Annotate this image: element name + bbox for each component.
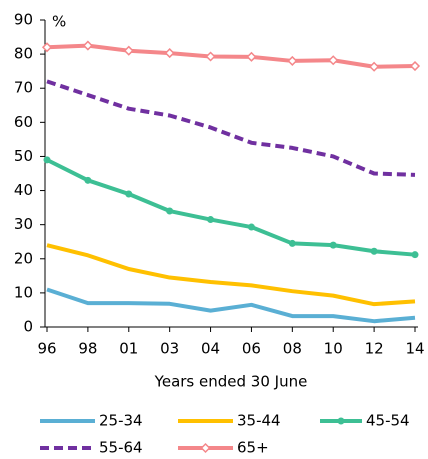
y-tick-label: 30 — [14, 215, 33, 233]
y-tick-label: 90 — [14, 11, 33, 29]
y-tick-label: 10 — [14, 283, 33, 301]
series-line — [46, 43, 416, 69]
x-tick-label: 06 — [242, 340, 261, 358]
x-tick-label: 03 — [160, 340, 179, 358]
y-tick-label: 40 — [14, 181, 33, 199]
data-point — [409, 60, 421, 72]
data-point — [247, 223, 255, 231]
data-point — [200, 442, 211, 454]
data-point — [287, 55, 298, 66]
legend-label: 35-44 — [237, 412, 281, 430]
legend-label: 45-54 — [366, 412, 410, 430]
y-tick-label: 50 — [14, 147, 33, 165]
data-point — [288, 239, 296, 247]
y-tick-label: 20 — [14, 249, 33, 267]
y-tick-label: 0 — [23, 318, 33, 336]
data-point — [123, 45, 134, 56]
x-tick-label: 01 — [119, 340, 138, 358]
data-point — [328, 55, 339, 66]
series-line — [46, 158, 416, 257]
y-tick-label: 80 — [14, 45, 33, 63]
y-tick-label: 70 — [14, 79, 33, 97]
y-tick-label: 60 — [14, 113, 33, 131]
data-point — [369, 61, 380, 72]
data-point — [82, 40, 93, 51]
x-tick-label: 08 — [283, 340, 302, 358]
series-line — [46, 79, 416, 177]
data-point — [84, 176, 92, 184]
data-point — [370, 247, 378, 255]
x-tick-label: 96 — [37, 340, 56, 358]
x-tick-label: 12 — [365, 340, 384, 358]
x-tick-label: 10 — [324, 340, 343, 358]
data-point — [125, 190, 133, 198]
data-point — [43, 156, 51, 164]
data-point — [246, 51, 257, 62]
series-line — [46, 287, 416, 324]
y-unit-label: % — [52, 13, 66, 31]
data-point — [166, 207, 174, 215]
data-point — [205, 51, 216, 62]
legend-label: 65+ — [237, 439, 269, 457]
data-point — [164, 48, 175, 59]
data-point — [207, 216, 215, 224]
series-line — [46, 243, 416, 307]
data-point — [329, 241, 337, 249]
data-point — [337, 417, 345, 425]
data-point — [41, 42, 53, 53]
x-tick-label: 14 — [405, 340, 424, 358]
x-tick-label: 04 — [201, 340, 220, 358]
x-tick-label: 98 — [78, 340, 97, 358]
x-axis-label: Years ended 30 June — [154, 373, 308, 391]
legend-label: 55-64 — [99, 439, 143, 457]
data-point — [411, 251, 419, 259]
legend-label: 25-34 — [99, 412, 143, 430]
